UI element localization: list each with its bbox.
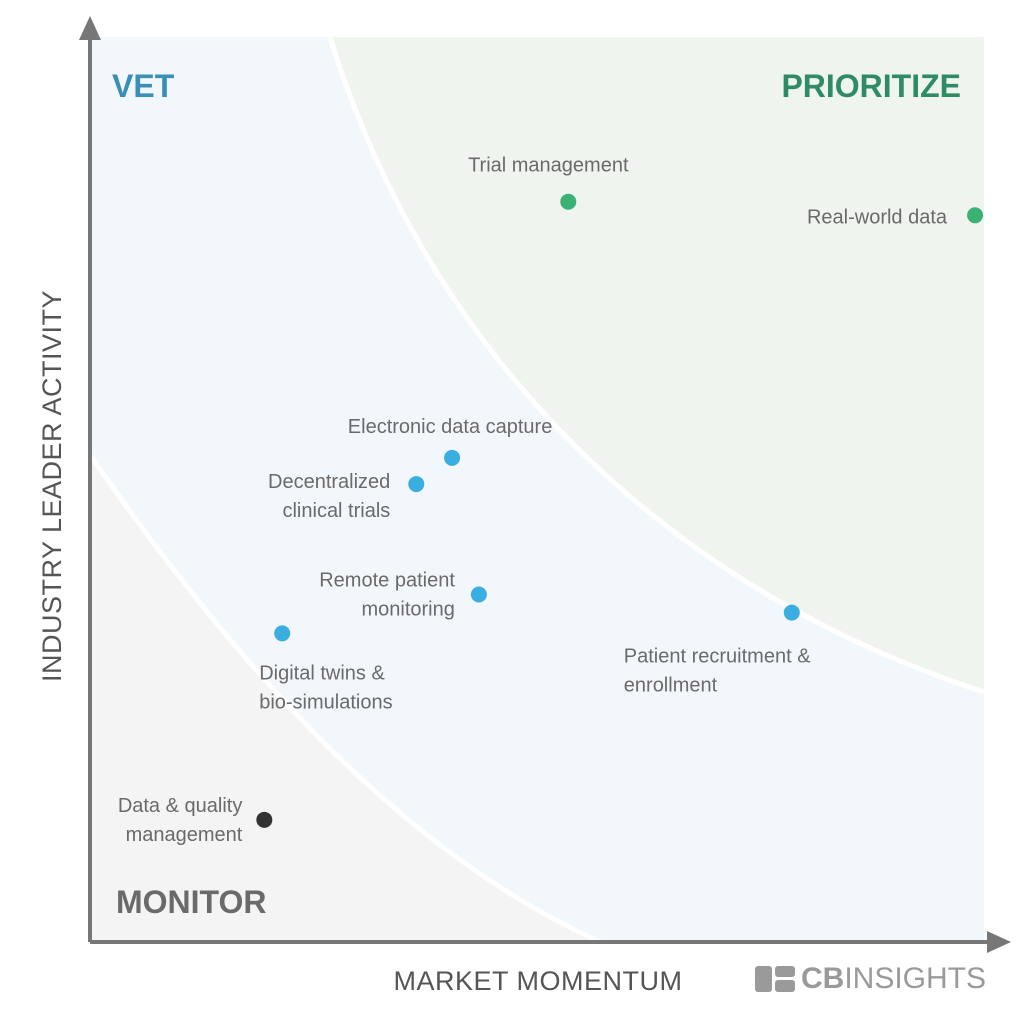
data-point-marker: [408, 476, 425, 493]
zone-monitor-background: [90, 455, 600, 942]
zone-divider-upper: [327, 36, 985, 695]
zone-label-monitor: MONITOR: [116, 884, 267, 920]
zone-label-prioritize: PRIORITIZE: [781, 68, 961, 104]
y-axis-title: INDUSTRY LEADER ACTIVITY: [37, 290, 67, 682]
zone-label-vet: VET: [112, 68, 175, 104]
data-point-label: Remote patient monitoring: [319, 569, 455, 620]
data-point-label: Real-world data: [807, 206, 948, 228]
data-point-marker: [783, 604, 800, 621]
x-axis-title: MARKET MOMENTUM: [394, 966, 683, 996]
y-axis-arrow: [79, 16, 101, 40]
data-point-marker: [560, 193, 577, 210]
zone-prioritize-background: [330, 37, 984, 692]
x-axis-arrow: [987, 931, 1011, 953]
zone-divider-lower: [87, 453, 602, 945]
cbinsights-logo-icon: [754, 966, 795, 992]
cbinsights-logo: CBINSIGHTS: [754, 962, 986, 996]
data-point-label: Decentralized clinical trials: [268, 471, 390, 522]
data-point-marker: [967, 207, 984, 224]
data-point-label: Data & quality management: [118, 795, 243, 846]
data-point-label: Digital twins & bio-simulations: [259, 662, 392, 713]
data-point-marker: [444, 449, 461, 466]
data-point-marker: [470, 586, 487, 603]
data-points: Trial management Real-world data Electroni…: [118, 155, 984, 846]
data-point-label: Patient recruitment & enrollment: [624, 646, 811, 697]
brand-light: INSIGHTS: [844, 962, 986, 995]
brand-bold: CB: [800, 962, 845, 995]
data-point-label: Trial management: [468, 155, 629, 177]
data-point-label: Electronic data capture: [348, 416, 553, 438]
data-point-marker: [256, 811, 273, 828]
data-point-marker: [274, 625, 291, 642]
